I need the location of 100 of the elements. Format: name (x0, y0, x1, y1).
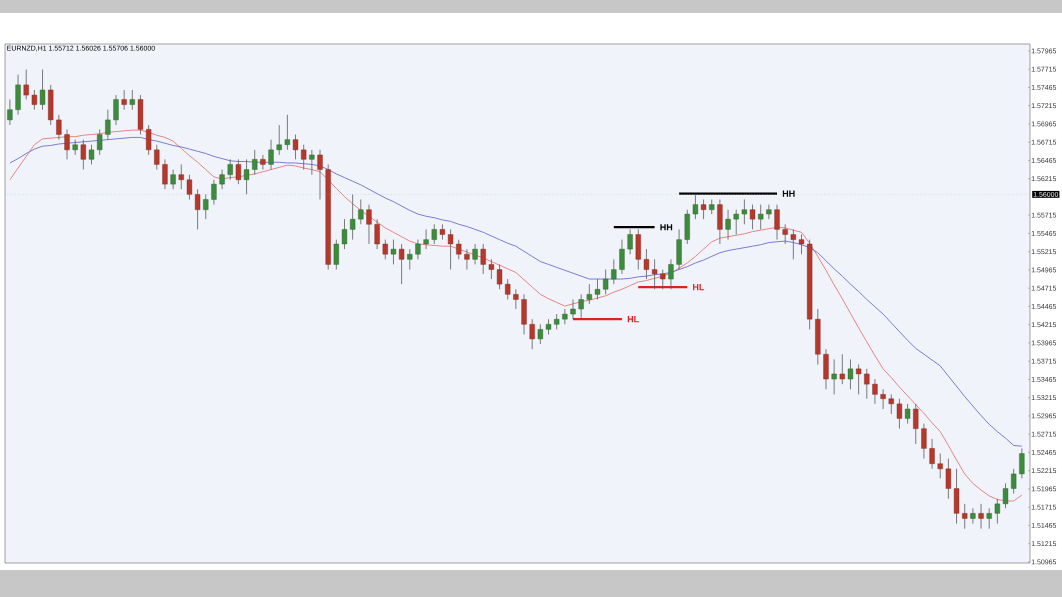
candlestick (121, 89, 127, 111)
candlestick (1002, 483, 1009, 509)
candlestick (913, 403, 919, 445)
candlestick (643, 248, 650, 280)
candlestick (741, 199, 748, 225)
candlestick (390, 239, 397, 265)
candlestick (488, 258, 495, 280)
candlestick (782, 223, 788, 245)
candlestick (39, 69, 46, 111)
candlestick (145, 124, 152, 156)
candlestick (203, 193, 209, 220)
candlestick (366, 204, 372, 245)
candlestick (733, 209, 739, 235)
candlestick (292, 134, 299, 160)
candlestick (847, 358, 854, 390)
candlestick (423, 229, 429, 250)
candlestick (758, 204, 764, 230)
candlestick (937, 453, 943, 479)
candlestick (774, 204, 780, 241)
candlestick (831, 358, 837, 395)
candlestick (186, 174, 193, 200)
candlestick (374, 218, 380, 250)
candlestick (456, 239, 462, 260)
candlestick (243, 158, 250, 195)
candlestick (945, 458, 952, 500)
candlestick (398, 243, 405, 285)
candlestick (749, 204, 756, 230)
candlestick (537, 323, 543, 345)
candlestick (692, 193, 699, 220)
candlestick (64, 129, 70, 160)
candlestick (252, 149, 258, 176)
candlestick (260, 154, 266, 170)
candlestick (929, 438, 935, 470)
candlestick (888, 393, 894, 415)
candlestick (978, 503, 984, 530)
candlestick (464, 248, 470, 270)
candlestick (578, 293, 584, 320)
candlestick (513, 288, 519, 310)
candlestick (864, 368, 870, 400)
candlestick (31, 89, 38, 111)
candlestick (627, 229, 633, 255)
candlestick (594, 278, 601, 300)
candlestick (7, 99, 13, 126)
candlestick (660, 269, 666, 290)
candlestick (211, 179, 217, 205)
candlestick (358, 199, 364, 225)
candlestick (962, 503, 968, 530)
candlestick (790, 229, 796, 260)
candlestick (341, 218, 348, 250)
candlestick (162, 158, 168, 190)
candlestick (480, 243, 486, 275)
candlestick (798, 234, 805, 255)
candlestick (333, 239, 339, 270)
candlestick (382, 239, 388, 260)
candlestick (586, 283, 592, 305)
candlestick (350, 193, 356, 241)
annotation: HL (693, 283, 705, 291)
candlestick (170, 169, 176, 190)
candlestick (1011, 468, 1017, 495)
candlestick (88, 144, 95, 165)
candlestick (896, 398, 903, 430)
candlestick (619, 239, 625, 275)
candlestick (268, 139, 274, 170)
annotation: HH (782, 190, 795, 197)
candlestick (700, 199, 707, 220)
candlestick (986, 507, 992, 530)
candlestick (113, 94, 119, 126)
candlestick (80, 139, 86, 170)
candlestick (309, 149, 315, 176)
candlestick (839, 353, 845, 385)
candlestick (725, 209, 731, 241)
candlestick (301, 144, 307, 170)
candlestick (235, 158, 242, 185)
candlestick (529, 318, 535, 350)
candlestick (194, 188, 201, 230)
candlestick (570, 299, 576, 320)
candlestick (1019, 447, 1025, 479)
candlestick (97, 129, 103, 156)
candlestick (276, 124, 282, 156)
candlestick (227, 158, 233, 181)
candlestick (284, 114, 291, 151)
candlestick (611, 258, 617, 285)
candlestick (105, 109, 111, 141)
candlestick (921, 423, 927, 460)
candlestick (602, 269, 609, 295)
candlestick (317, 149, 323, 200)
candlestick (407, 248, 413, 270)
annotation: HH (660, 224, 673, 231)
annotation: HL (627, 316, 639, 323)
candlestick (154, 144, 160, 170)
candlestick (668, 258, 674, 290)
candlestick (651, 258, 658, 290)
candlestick (178, 164, 184, 190)
candlestick (766, 204, 772, 220)
candlestick (23, 69, 29, 100)
candlestick (472, 243, 478, 265)
candlestick (505, 278, 511, 300)
candlestick (496, 264, 503, 290)
candlestick (129, 89, 135, 111)
candlestick (970, 507, 976, 524)
